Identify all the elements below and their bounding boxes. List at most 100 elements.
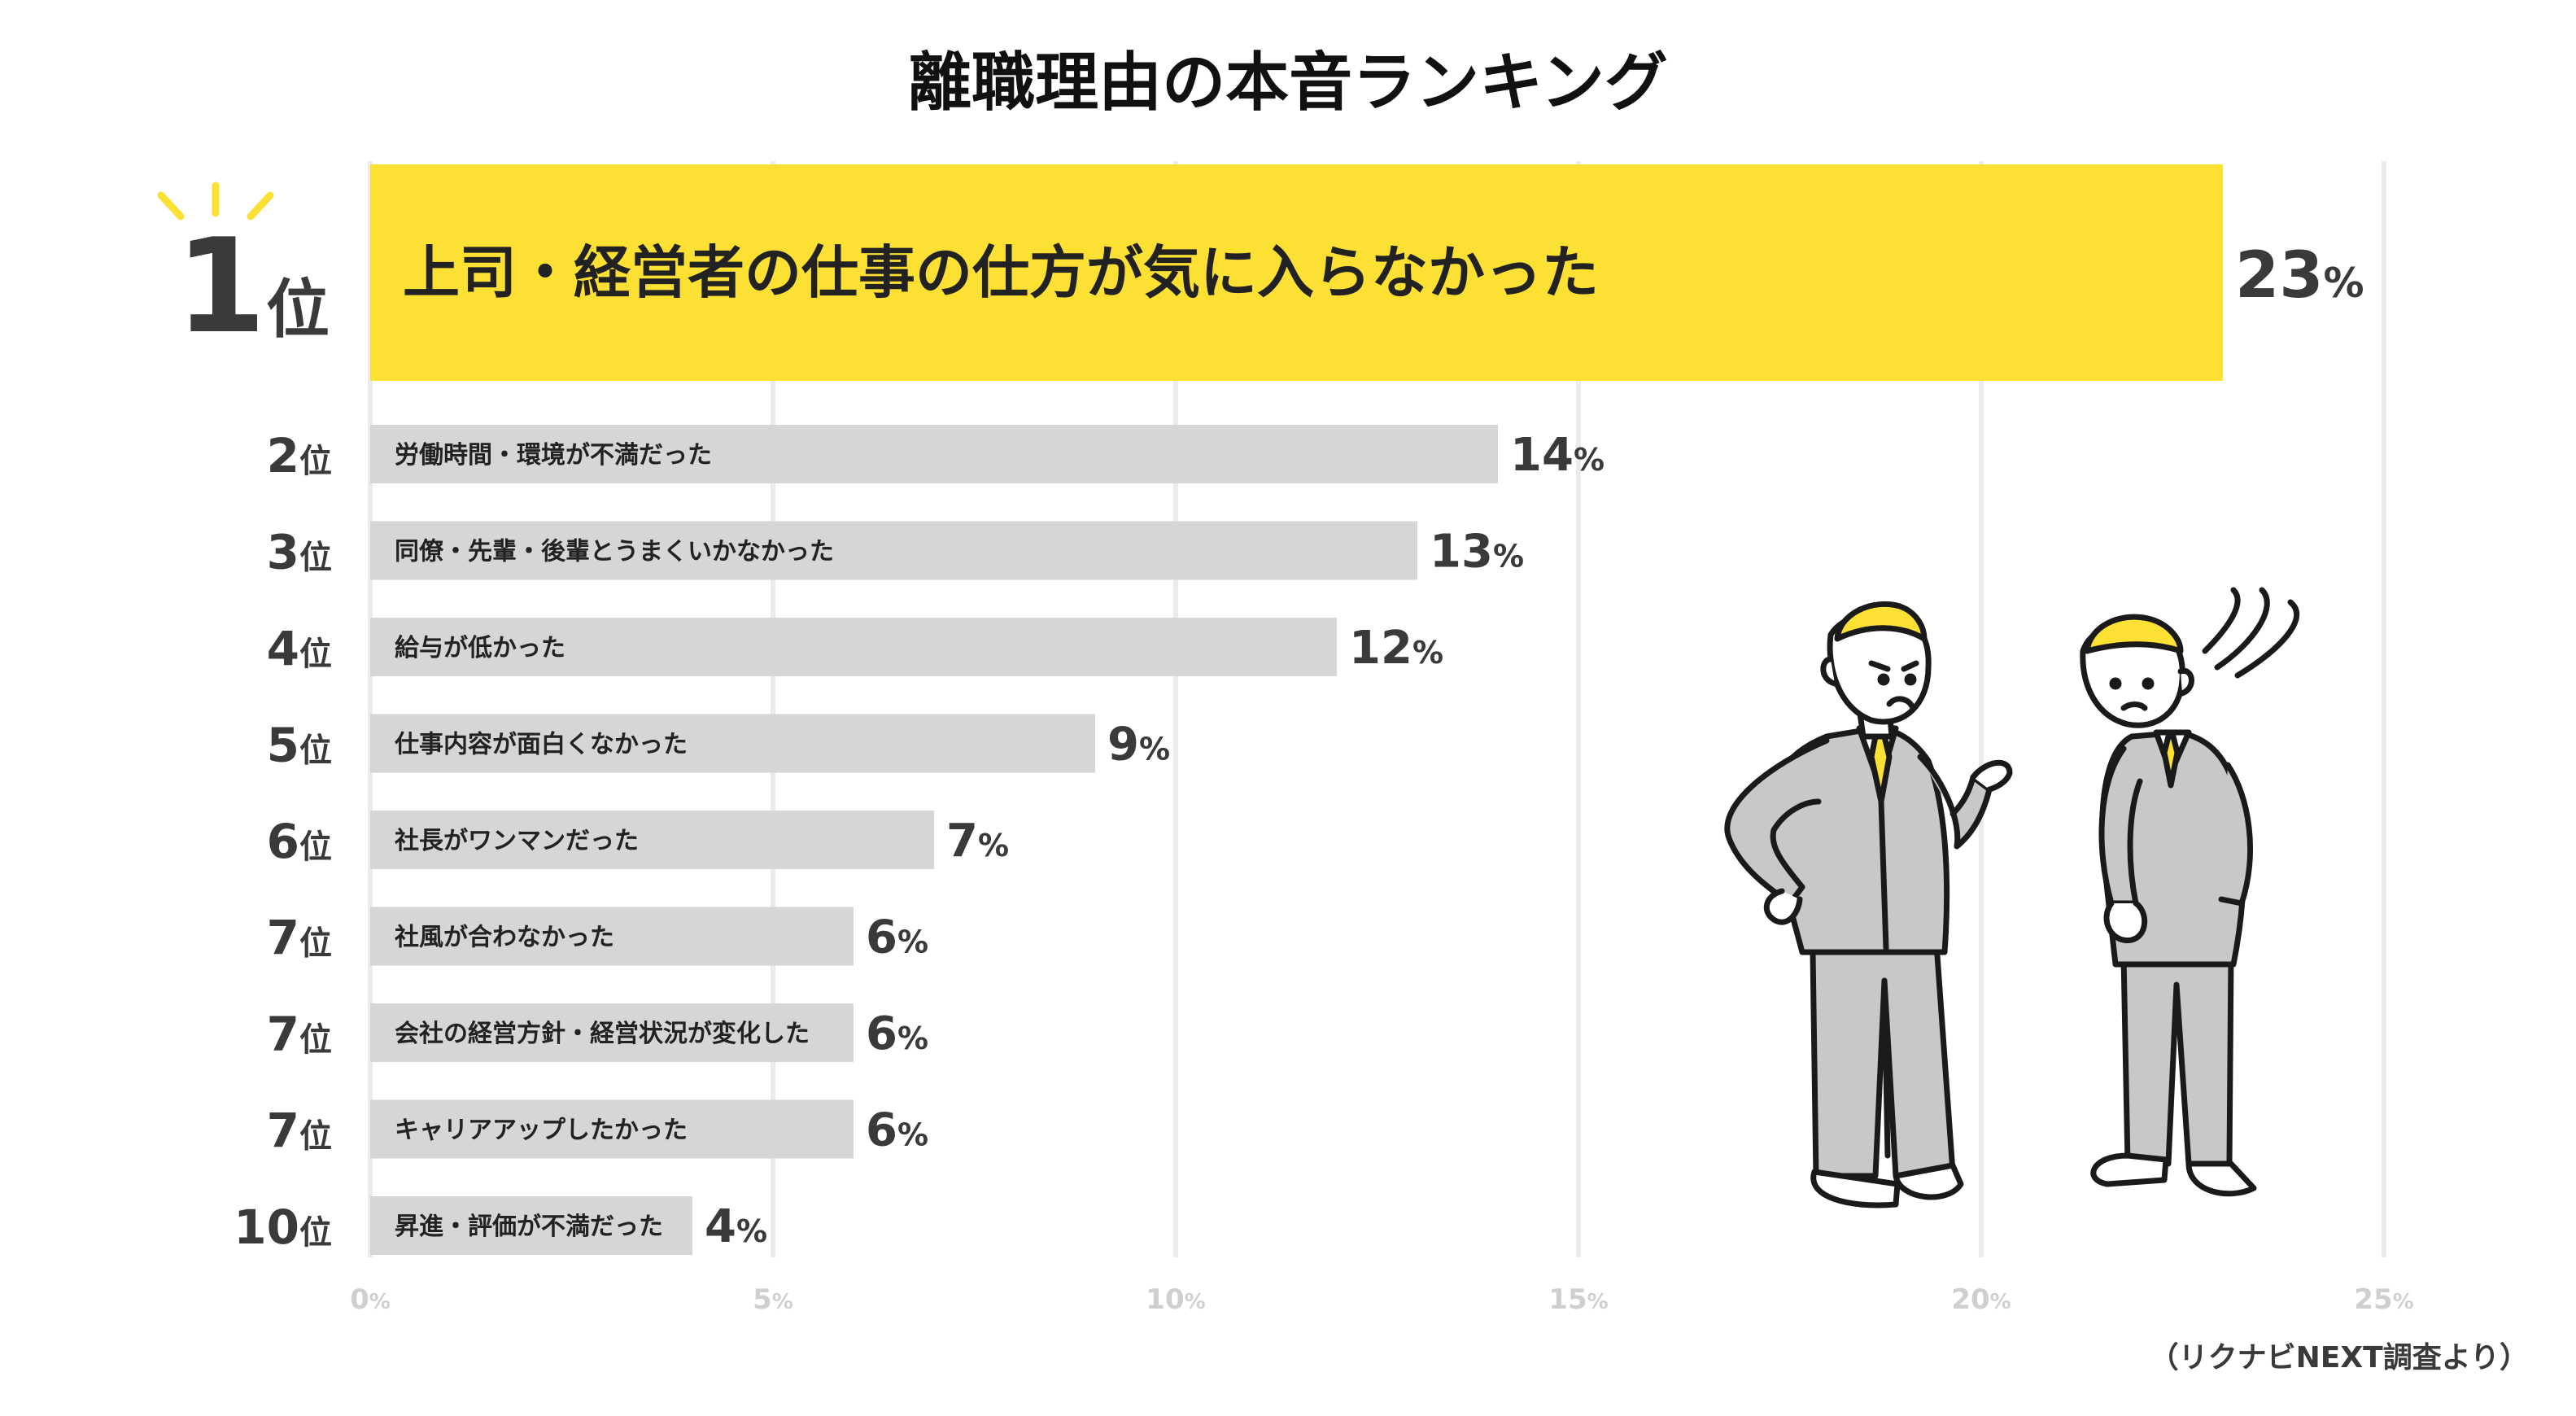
bar-label-3: 同僚・先輩・後輩とうまくいかなかった [395, 538, 834, 566]
value-percent: % [897, 1117, 928, 1153]
value-number: 23 [2235, 239, 2324, 312]
value-label-2: 14% [1510, 429, 1605, 482]
x-tick-number: 25 [2354, 1283, 2392, 1316]
value-percent: % [1412, 635, 1443, 671]
rank-label-5: 5位 [267, 718, 332, 773]
value-label-3: 13% [1430, 526, 1524, 579]
x-tick-label-5: 25% [2354, 1283, 2413, 1316]
x-tick-percent: % [1185, 1290, 1206, 1314]
rank-number: 7 [267, 911, 299, 966]
bar-label-5: 仕事内容が面白くなかった [394, 731, 688, 759]
rank-suffix: 位 [299, 540, 332, 577]
bar-3[interactable] [370, 521, 1417, 580]
rank-label-7: 7位 [267, 911, 332, 966]
rank-number: 5 [267, 718, 299, 773]
two-businessmen-illustration [1724, 587, 2300, 1208]
value-number: 4 [705, 1200, 736, 1253]
rank-suffix: 位 [299, 1118, 332, 1156]
rank-suffix: 位 [299, 732, 332, 770]
x-tick-number: 5 [753, 1283, 772, 1316]
rank-number: 7 [267, 1007, 299, 1062]
x-tick-number: 0 [350, 1283, 369, 1316]
x-tick-label-0: 0% [350, 1283, 391, 1316]
bar-8[interactable] [370, 1003, 854, 1062]
x-tick-number: 20 [1951, 1283, 1989, 1316]
bar-7[interactable] [370, 907, 854, 966]
value-label-8: 6% [866, 1007, 928, 1060]
rank-suffix: 位 [299, 443, 332, 480]
bar-4[interactable] [370, 618, 1337, 676]
bar-2[interactable] [370, 425, 1498, 483]
value-percent: % [1493, 539, 1524, 575]
bar-label-7: 社風が合わなかった [395, 924, 614, 952]
rank-suffix: 位 [266, 273, 330, 347]
value-label-6: 7% [946, 815, 1009, 868]
rank-label-8: 7位 [267, 1007, 332, 1062]
bar-9[interactable] [370, 1099, 854, 1159]
value-number: 6 [866, 1007, 897, 1060]
bar-5[interactable] [370, 714, 1095, 773]
rank-label-4: 4位 [267, 621, 332, 676]
rank-number: 1 [176, 210, 266, 362]
bar-label-4: 給与が低かった [395, 634, 565, 662]
rank-suffix: 位 [299, 636, 332, 673]
value-number: 12 [1349, 622, 1412, 675]
x-tick-number: 15 [1548, 1283, 1587, 1316]
rank-suffix: 位 [299, 1214, 332, 1252]
value-number: 6 [866, 911, 897, 964]
x-tick-number: 10 [1146, 1283, 1184, 1316]
rank-suffix: 位 [299, 828, 332, 866]
worried-employee-figure [2080, 587, 2300, 1197]
value-label-4: 12% [1349, 622, 1443, 675]
x-tick-percent: % [369, 1290, 391, 1314]
bar-label-6: 社長がワンマンだった [395, 827, 639, 855]
bar-label-1: 上司・経営者の仕事の仕方が気に入らなかった [403, 239, 1599, 306]
rank-suffix: 位 [299, 925, 332, 963]
value-label-5: 9% [1107, 719, 1170, 771]
value-label-9: 6% [866, 1104, 928, 1157]
rank-number: 4 [267, 621, 299, 676]
value-percent: % [978, 828, 1009, 863]
value-number: 9 [1107, 719, 1139, 771]
source-note: （リクナビNEXT調査より） [2150, 1341, 2529, 1374]
x-tick-percent: % [772, 1290, 793, 1314]
x-tick-label-3: 15% [1548, 1283, 1608, 1316]
value-percent: % [2324, 260, 2364, 307]
x-tick-percent: % [2393, 1290, 2414, 1314]
rank-number: 6 [267, 814, 299, 869]
bar-1[interactable] [370, 164, 2223, 381]
rank-label-1: 1位 [176, 210, 330, 362]
x-tick-label-4: 20% [1951, 1283, 2011, 1316]
rank-label-2: 2位 [267, 428, 332, 483]
rank-label-3: 3位 [267, 525, 332, 580]
value-percent: % [736, 1213, 767, 1249]
rank-number: 2 [267, 428, 299, 483]
x-tick-percent: % [1990, 1290, 2011, 1314]
x-tick-percent: % [1587, 1290, 1609, 1314]
bar-label-10: 昇進・評価が不満だった [395, 1213, 663, 1241]
bar-6[interactable] [370, 811, 934, 869]
angry-boss-figure [1724, 601, 2013, 1208]
rank-number: 10 [234, 1200, 299, 1255]
highlight-rays-icon [157, 181, 274, 221]
x-tick-label-1: 5% [753, 1283, 793, 1316]
x-tick-label-2: 10% [1146, 1283, 1205, 1316]
x-axis-ticks: 0% 5% 10% 15% 20% 25% [350, 1283, 2414, 1316]
value-percent: % [1139, 732, 1170, 767]
bar-label-9: キャリアアップしたかった [395, 1117, 688, 1145]
value-number: 14 [1510, 429, 1574, 482]
rank-number: 7 [267, 1104, 299, 1159]
value-percent: % [897, 1020, 928, 1056]
value-label-10: 4% [705, 1200, 767, 1253]
value-percent: % [897, 924, 928, 960]
value-number: 13 [1430, 526, 1493, 579]
bar-label-2: 労働時間・環境が不満だった [395, 441, 712, 470]
rank-label-9: 7位 [267, 1104, 332, 1159]
value-number: 7 [946, 815, 978, 868]
bar-10[interactable] [370, 1196, 692, 1255]
rank-label-6: 6位 [267, 814, 332, 869]
bar-label-8: 会社の経営方針・経営状況が変化した [395, 1020, 810, 1048]
rank-number: 3 [267, 525, 299, 580]
